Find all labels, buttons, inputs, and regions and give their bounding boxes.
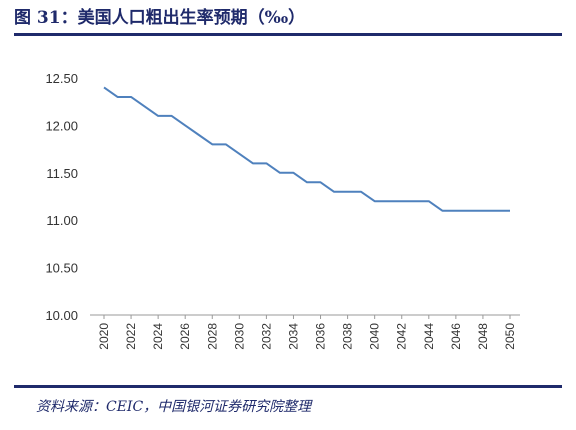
x-tick-label: 2026	[178, 323, 192, 350]
data-point	[252, 163, 253, 164]
x-tick-label: 2034	[286, 323, 300, 350]
data-point	[442, 210, 443, 211]
data-point	[496, 210, 497, 211]
y-tick-label: 10.00	[45, 308, 78, 323]
birth-rate-line-chart: 10.00 10.50 11.00 11.50 12.00 12.50 2020 2022 20…	[45, 71, 520, 350]
data-point	[185, 125, 186, 126]
x-tick-label: 2020	[97, 323, 111, 350]
x-tick-label: 2040	[368, 323, 382, 350]
data-point	[266, 163, 267, 164]
top-rule	[14, 33, 562, 36]
data-point	[279, 172, 280, 173]
data-point	[482, 210, 483, 211]
data-point	[374, 201, 375, 202]
data-point	[171, 115, 172, 116]
data-point	[144, 106, 145, 107]
data-point	[212, 144, 213, 145]
x-tick-label: 2032	[259, 323, 273, 350]
x-tick-label: 2038	[341, 323, 355, 350]
data-point	[510, 210, 511, 211]
source-note: 资料来源：CEIC，中国银河证券研究院整理	[36, 399, 312, 415]
data-point	[347, 191, 348, 192]
data-point	[469, 210, 470, 211]
x-tick-label: 2048	[476, 323, 490, 350]
data-point	[455, 210, 456, 211]
data-point	[428, 201, 429, 202]
y-tick-label: 10.50	[45, 261, 78, 276]
data-point	[225, 144, 226, 145]
data-point	[388, 201, 389, 202]
data-point	[361, 191, 362, 192]
x-tick-label: 2042	[395, 323, 409, 350]
chart-title: 图 31：美国人口粗出生率预期（‰）	[14, 8, 306, 28]
y-tick-label: 11.50	[46, 166, 78, 181]
data-point	[293, 172, 294, 173]
data-point	[415, 201, 416, 202]
y-tick-label: 12.00	[45, 118, 78, 133]
data-point	[158, 115, 159, 116]
y-tick-label: 11.00	[46, 213, 78, 228]
x-tick-label: 2036	[314, 323, 328, 350]
data-point	[320, 182, 321, 183]
x-tick-label: 2046	[449, 323, 463, 350]
data-point	[104, 87, 105, 88]
y-tick-label: 12.50	[45, 71, 78, 86]
data-point	[239, 153, 240, 154]
x-tick-label: 2024	[151, 323, 165, 350]
data-point	[198, 134, 199, 135]
data-point	[117, 96, 118, 97]
x-tick-label: 2028	[205, 323, 219, 350]
x-tick-label: 2044	[422, 323, 436, 350]
birth-rate-series-line	[103, 86, 510, 212]
data-point	[131, 96, 132, 97]
x-tick-label: 2030	[232, 323, 246, 350]
x-tick-label: 2022	[124, 323, 138, 350]
data-point	[401, 201, 402, 202]
data-point	[334, 191, 335, 192]
data-point	[307, 182, 308, 183]
bottom-rule	[14, 385, 562, 388]
x-tick-label: 2050	[503, 323, 517, 350]
